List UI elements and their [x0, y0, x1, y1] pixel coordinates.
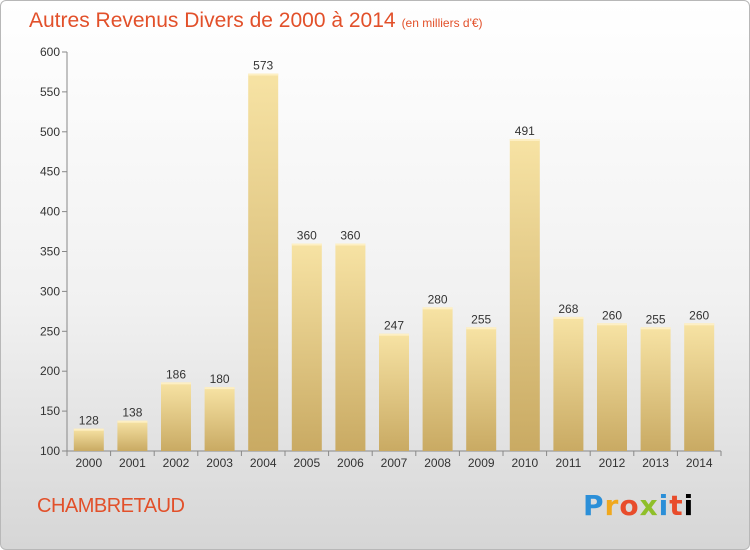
bar: [117, 420, 148, 451]
bar: [248, 73, 279, 452]
x-tick-label: 2009: [468, 456, 495, 470]
bar-top-highlight: [117, 420, 148, 423]
bar: [291, 243, 322, 451]
logo-letter: x: [639, 489, 659, 522]
bar: [161, 382, 191, 451]
bar: [553, 316, 584, 451]
bar: [335, 243, 366, 451]
logo-letter: P: [583, 489, 605, 522]
x-tick-label: 2007: [381, 456, 408, 470]
chart-bars: [73, 73, 715, 452]
data-label: 180: [210, 372, 230, 386]
x-tick-label: 2001: [119, 456, 146, 470]
logo-letter: t: [669, 489, 684, 522]
y-tick-label: 150: [40, 404, 60, 418]
x-tick-label: 2000: [75, 456, 102, 470]
y-tick-label: 550: [40, 85, 60, 99]
y-tick-label: 400: [40, 205, 60, 219]
data-label: 255: [471, 312, 491, 326]
chart-title-text: Autres Revenus Divers de 2000 à 2014: [29, 9, 396, 32]
data-label: 360: [340, 229, 360, 243]
bar: [597, 323, 627, 451]
x-tick-label: 2006: [337, 456, 364, 470]
x-tick-label: 2005: [293, 456, 320, 470]
x-tick-label: 2012: [599, 456, 626, 470]
data-label: 260: [602, 308, 622, 322]
data-label: 247: [384, 319, 404, 333]
bar: [684, 323, 715, 451]
logo-letter: o: [619, 489, 640, 522]
data-label: 280: [428, 292, 448, 306]
bar-top-highlight: [509, 138, 540, 141]
y-tick-label: 100: [40, 444, 60, 458]
bar-top-highlight: [597, 323, 627, 326]
x-tick-label: 2011: [555, 456, 581, 470]
data-label: 360: [297, 229, 317, 243]
proxiti-logo: Proxiti: [583, 489, 694, 522]
bar: [73, 428, 104, 451]
bar-top-highlight: [553, 316, 584, 319]
y-tick-label: 250: [40, 324, 60, 338]
bar-top-highlight: [422, 307, 453, 310]
x-tick-label: 2003: [206, 456, 233, 470]
bar-top-highlight: [466, 327, 497, 330]
bar: [204, 387, 235, 451]
bar-top-highlight: [335, 243, 366, 246]
y-tick-label: 600: [40, 45, 60, 59]
y-tick-label: 300: [40, 284, 60, 298]
data-label: 491: [515, 124, 535, 138]
y-tick-label: 450: [40, 165, 60, 179]
chart-data-labels: 128 138 186 180 573 360 360 247 280 255 491 268 260 2…: [79, 59, 710, 428]
y-tick-label: 350: [40, 245, 60, 259]
bar: [509, 138, 540, 451]
data-label: 138: [122, 406, 142, 420]
x-tick-label: 2004: [250, 456, 277, 470]
bar: [466, 327, 497, 451]
x-tick-label: 2002: [163, 456, 190, 470]
x-tick-label: 2014: [686, 456, 713, 470]
y-tick-label: 500: [40, 125, 60, 139]
bar-top-highlight: [248, 73, 279, 76]
x-tick-label: 2013: [642, 456, 669, 470]
bar-top-highlight: [640, 327, 671, 330]
x-tick-label: 2010: [511, 456, 538, 470]
bar-top-highlight: [291, 243, 322, 246]
bar-top-highlight: [73, 428, 104, 431]
bar: [379, 333, 409, 451]
data-label: 255: [646, 312, 666, 326]
bar: [640, 327, 671, 451]
bar-top-highlight: [204, 387, 235, 390]
data-label: 268: [558, 302, 578, 316]
bar: [422, 307, 453, 451]
data-label: 573: [253, 59, 273, 73]
place-name: CHAMBRETAUD: [37, 495, 185, 517]
logo-letter: i: [658, 489, 670, 522]
data-label: 186: [166, 367, 186, 381]
data-label: 260: [689, 308, 709, 322]
chart-subtitle: (en milliers d'€): [401, 16, 483, 30]
logo-letter: i: [683, 489, 695, 522]
data-label: 128: [79, 414, 99, 428]
bar-top-highlight: [379, 333, 409, 336]
logo-letter: r: [604, 489, 620, 522]
x-tick-label: 2008: [424, 456, 451, 470]
y-tick-label: 200: [40, 364, 60, 378]
chart-title: Autres Revenus Divers de 2000 à 2014 (en …: [29, 9, 483, 33]
bar-top-highlight: [684, 323, 715, 326]
bar-top-highlight: [161, 382, 191, 385]
